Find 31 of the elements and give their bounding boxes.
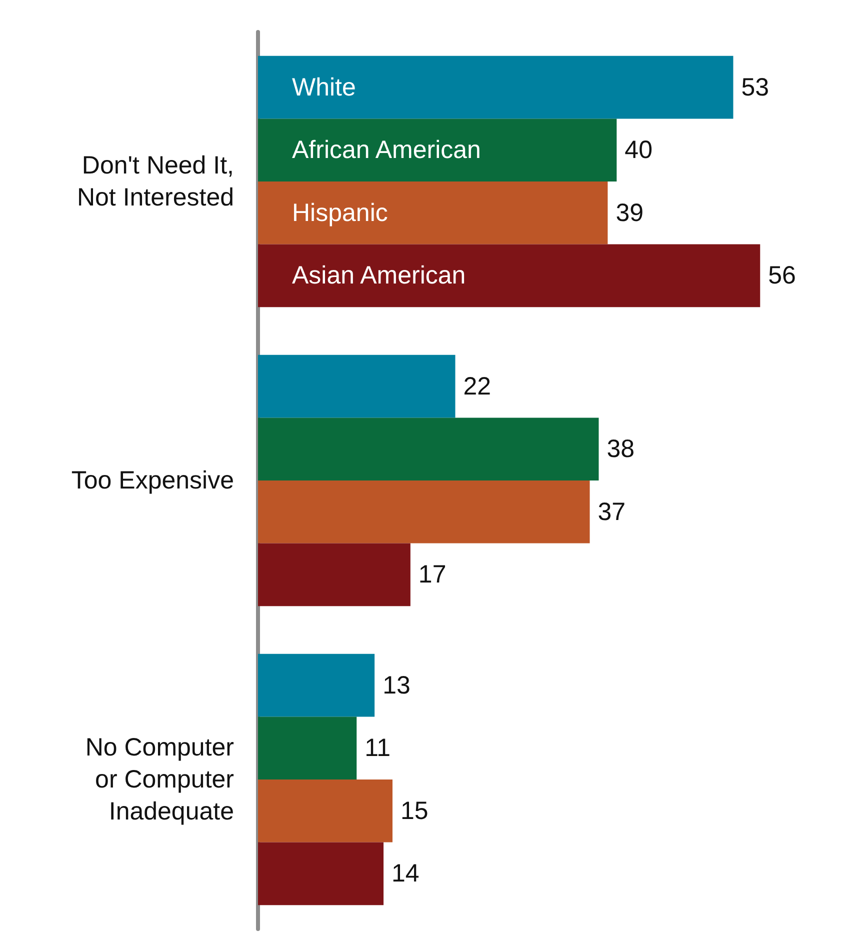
bar [258,244,760,308]
data-label: 11 [364,734,391,762]
data-label: 39 [616,198,644,227]
series-label: Hispanic [292,198,388,227]
data-label: 53 [741,73,770,102]
data-label: 56 [768,262,796,290]
data-label: 15 [400,796,428,825]
y-tick-label: Too Expensive [71,466,234,494]
data-label: 22 [463,372,492,400]
bar [258,118,617,182]
bar [258,480,590,544]
data-label: 37 [598,498,626,526]
series-label: Asian American [292,262,466,290]
y-tick-label: Don't Need It, Not Interested [76,152,234,212]
series-label: African American [292,136,481,164]
bar [258,56,734,119]
series-label: White [292,73,356,102]
bar [258,354,456,418]
y-tick-label: No Computer or Computer Inadequate [85,734,234,826]
bar [258,654,375,717]
data-label: 17 [418,560,446,589]
bar [258,543,410,606]
data-label: 40 [624,136,652,164]
bar [258,182,608,244]
data-label: 13 [382,671,410,700]
data-label: 38 [606,435,635,464]
bar [258,418,599,480]
data-label: 14 [392,860,420,888]
bar [258,780,392,842]
bar [258,716,357,780]
bar [258,842,384,906]
